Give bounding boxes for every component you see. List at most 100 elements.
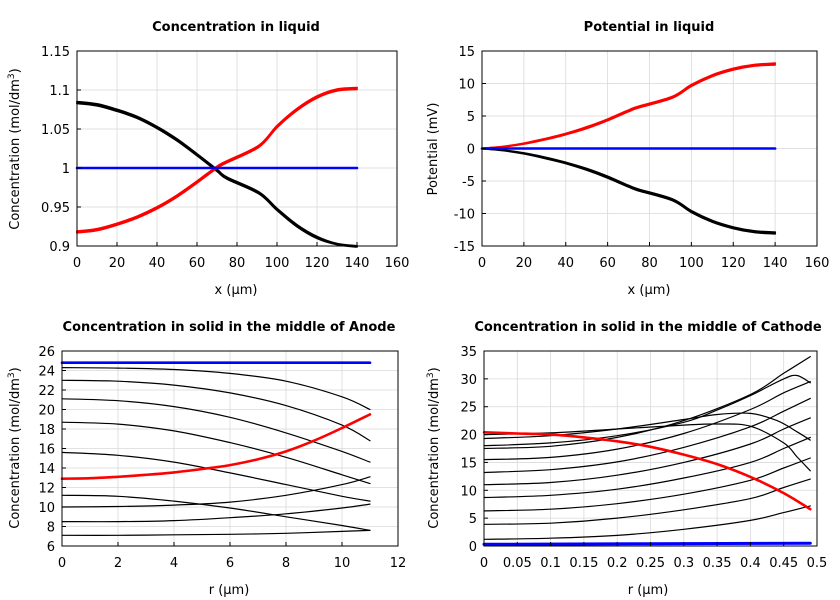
series-line-black-1	[76, 100, 358, 247]
x-tick-label: 160	[805, 256, 830, 271]
x-tick-label: 40	[557, 256, 574, 271]
y-tick-label: 1.1	[49, 84, 70, 99]
y-axis-label: Potential (mV)	[426, 103, 441, 196]
y-tick-label: 12	[38, 482, 55, 497]
x-tick-label: 80	[641, 256, 658, 271]
y-tick-label: 10	[460, 484, 477, 499]
x-tick-label: 0	[478, 256, 486, 271]
chart-title: Potential in liquid	[584, 20, 715, 35]
x-tick-label: 60	[599, 256, 616, 271]
x-tick-label: 0.1	[540, 556, 561, 571]
x-tick-label: 0.5	[807, 556, 828, 571]
x-tick-label: 20	[516, 256, 533, 271]
x-tick-label: 6	[226, 556, 234, 571]
series-line-black-8	[61, 503, 371, 523]
y-tick-label: 1.15	[41, 45, 70, 60]
series-line-black-3	[483, 457, 811, 512]
series-line-black-2	[481, 147, 777, 234]
x-tick-label: 0	[58, 556, 66, 571]
y-axis-label: Concentration (mol/dm3)	[426, 367, 442, 529]
y-tick-label: 10	[38, 501, 55, 516]
series-line-black-7	[61, 529, 371, 536]
series-line-black-4	[61, 421, 371, 485]
x-tick-label: 0.35	[703, 556, 732, 571]
series-line-black-8	[483, 356, 811, 450]
series-line-red	[60, 413, 372, 480]
x-tick-label: 120	[305, 256, 330, 271]
x-tick-label: 140	[345, 256, 370, 271]
plot-frame	[483, 350, 818, 547]
x-tick-label: 80	[229, 256, 246, 271]
y-tick-label: 20	[38, 404, 55, 419]
y-tick-label: 22	[38, 384, 55, 399]
y-tick-label: 18	[38, 423, 55, 438]
x-tick-label: 20	[109, 256, 126, 271]
series-line-black-11	[483, 374, 811, 447]
y-axis-label: Concentration (mol/dm3)	[7, 68, 23, 230]
y-tick-label: 1	[62, 162, 70, 177]
x-axis-label: x (µm)	[215, 283, 258, 298]
series-line-black-2	[61, 379, 371, 442]
y-tick-label: 30	[460, 373, 477, 388]
x-tick-label: 100	[679, 256, 704, 271]
y-tick-label: 26	[38, 345, 55, 360]
y-tick-label: 35	[460, 345, 477, 360]
y-tick-label: 0.95	[41, 201, 70, 216]
y-tick-label: -15	[454, 240, 475, 255]
plot-frame	[76, 50, 398, 247]
y-tick-label: -10	[454, 208, 475, 223]
x-tick-label: 160	[385, 256, 410, 271]
x-tick-label: 100	[265, 256, 290, 271]
series-line-black-2	[76, 102, 358, 248]
series-line-black-3	[61, 398, 371, 463]
x-tick-label: 140	[763, 256, 788, 271]
x-tick-label: 8	[282, 556, 290, 571]
series-line-red-1	[481, 62, 777, 150]
y-tick-label: 14	[38, 462, 55, 477]
panel-potential-in-liquid: Potential in liquid x (µm) Potential (mV…	[426, 20, 829, 298]
series-line-black-10	[483, 423, 811, 472]
series-line-black-4	[483, 436, 811, 499]
x-tick-label: 60	[189, 256, 206, 271]
x-tick-label: 10	[334, 556, 351, 571]
y-tick-label: 20	[460, 429, 477, 444]
plot-frame	[481, 50, 818, 247]
x-tick-label: 40	[149, 256, 166, 271]
chart-title: Concentration in solid in the middle of …	[63, 320, 396, 335]
x-tick-label: 0.25	[636, 556, 665, 571]
chart-title: Concentration in solid in the middle of …	[474, 320, 822, 335]
x-tick-label: 0.05	[503, 556, 532, 571]
y-tick-label: 24	[38, 365, 55, 380]
y-tick-label: 6	[47, 540, 55, 555]
series-line-black-9	[483, 412, 811, 441]
x-tick-label: 0.4	[740, 556, 761, 571]
series-line-black-1	[481, 147, 777, 235]
series-line-black-6	[483, 397, 811, 474]
y-tick-label: 10	[458, 78, 475, 93]
y-tick-label: 15	[460, 456, 477, 471]
x-tick-label: 2	[114, 556, 122, 571]
x-tick-label: 0.45	[769, 556, 798, 571]
y-tick-label: 5	[469, 512, 477, 527]
x-tick-label: 0.2	[607, 556, 628, 571]
series-line-black-5	[483, 417, 811, 486]
panel-concentration-in-liquid: Concentration in liquid x (µm) Concentra…	[7, 20, 409, 298]
y-tick-label: 0	[469, 540, 477, 555]
y-tick-label: 8	[47, 521, 55, 536]
x-tick-label: 12	[390, 556, 407, 571]
series-line-black-2	[483, 478, 811, 525]
y-tick-label: 25	[460, 401, 477, 416]
y-tick-label: 0	[467, 143, 475, 158]
x-tick-label: 0.3	[673, 556, 694, 571]
y-tick-label: 0.9	[49, 240, 70, 255]
x-tick-label: 0	[73, 256, 81, 271]
series-line-red-2	[481, 63, 777, 150]
y-tick-label: -5	[462, 175, 475, 190]
chart-title: Concentration in liquid	[152, 20, 320, 35]
series-line-black-7	[483, 381, 811, 461]
series-line-black-1	[483, 505, 811, 540]
plot-frame	[61, 350, 399, 547]
y-tick-label: 16	[38, 443, 55, 458]
y-tick-label: 5	[467, 110, 475, 125]
